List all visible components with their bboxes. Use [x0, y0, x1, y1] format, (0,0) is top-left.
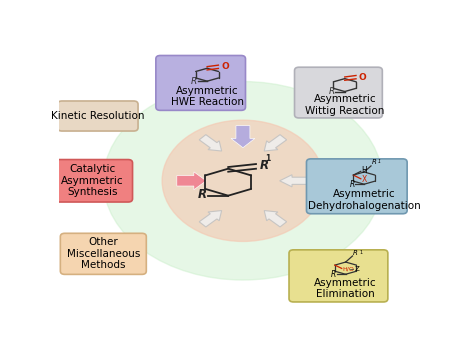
- Text: Asymmetric
Dehydrohalogenation: Asymmetric Dehydrohalogenation: [308, 189, 420, 211]
- Text: Asymmetric
Elimination: Asymmetric Elimination: [314, 278, 377, 299]
- Text: Z: Z: [354, 266, 359, 272]
- Text: O: O: [359, 73, 367, 82]
- Polygon shape: [199, 211, 222, 227]
- Text: H: H: [362, 166, 367, 175]
- Polygon shape: [280, 175, 309, 187]
- Text: R: R: [260, 159, 269, 171]
- FancyBboxPatch shape: [289, 250, 388, 302]
- FancyBboxPatch shape: [58, 101, 138, 131]
- Text: R: R: [353, 250, 358, 256]
- Text: 1: 1: [265, 154, 271, 163]
- Text: O: O: [221, 62, 229, 71]
- Ellipse shape: [162, 120, 324, 241]
- Polygon shape: [264, 135, 287, 151]
- FancyBboxPatch shape: [52, 160, 133, 202]
- Text: 1: 1: [378, 159, 382, 164]
- Polygon shape: [199, 135, 222, 151]
- Polygon shape: [177, 172, 206, 190]
- Text: R: R: [331, 270, 336, 279]
- Text: R: R: [349, 180, 355, 189]
- Text: Kinetic Resolution: Kinetic Resolution: [51, 111, 145, 121]
- FancyBboxPatch shape: [307, 159, 407, 214]
- Polygon shape: [231, 126, 255, 148]
- Ellipse shape: [103, 82, 383, 280]
- Text: Catalytic
Asymmetric
Synthesis: Catalytic Asymmetric Synthesis: [61, 164, 124, 197]
- Text: R: R: [372, 159, 376, 165]
- FancyBboxPatch shape: [60, 233, 146, 274]
- Text: R: R: [198, 188, 207, 201]
- Text: Other
Miscellaneous
Methods: Other Miscellaneous Methods: [67, 237, 140, 270]
- Text: X: X: [362, 175, 367, 184]
- Text: H/O: H/O: [342, 266, 354, 271]
- FancyBboxPatch shape: [156, 55, 246, 110]
- Text: 1: 1: [359, 250, 362, 255]
- Text: R: R: [328, 87, 335, 96]
- Text: Asymmetric
HWE Reaction: Asymmetric HWE Reaction: [171, 86, 244, 107]
- Text: Asymmetric
Wittig Reaction: Asymmetric Wittig Reaction: [305, 94, 384, 116]
- FancyBboxPatch shape: [294, 67, 383, 118]
- Polygon shape: [264, 211, 287, 227]
- Text: R: R: [191, 77, 197, 86]
